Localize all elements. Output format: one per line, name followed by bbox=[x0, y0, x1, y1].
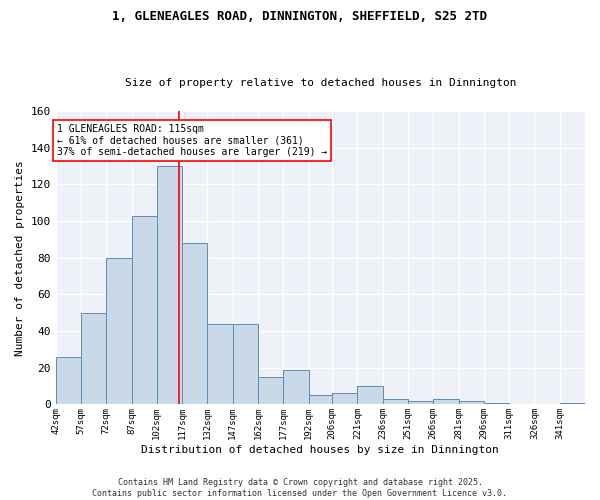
Bar bbox=[308, 395, 334, 404]
Bar bbox=[106, 258, 131, 404]
Bar bbox=[258, 377, 283, 404]
X-axis label: Distribution of detached houses by size in Dinnington: Distribution of detached houses by size … bbox=[142, 445, 499, 455]
Bar bbox=[283, 370, 308, 404]
Bar bbox=[208, 324, 233, 404]
Bar bbox=[433, 399, 458, 404]
Bar bbox=[131, 216, 157, 404]
Bar bbox=[383, 399, 408, 404]
Bar bbox=[358, 386, 383, 404]
Bar bbox=[408, 400, 433, 404]
Bar bbox=[458, 400, 484, 404]
Text: 1, GLENEAGLES ROAD, DINNINGTON, SHEFFIELD, S25 2TD: 1, GLENEAGLES ROAD, DINNINGTON, SHEFFIEL… bbox=[113, 10, 487, 23]
Bar bbox=[81, 312, 106, 404]
Bar bbox=[233, 324, 258, 404]
Title: Size of property relative to detached houses in Dinnington: Size of property relative to detached ho… bbox=[125, 78, 516, 88]
Bar bbox=[560, 402, 585, 404]
Bar bbox=[182, 243, 208, 404]
Y-axis label: Number of detached properties: Number of detached properties bbox=[15, 160, 25, 356]
Bar bbox=[56, 356, 81, 405]
Bar bbox=[332, 394, 358, 404]
Bar bbox=[484, 402, 509, 404]
Text: Contains HM Land Registry data © Crown copyright and database right 2025.
Contai: Contains HM Land Registry data © Crown c… bbox=[92, 478, 508, 498]
Bar bbox=[157, 166, 182, 404]
Text: 1 GLENEAGLES ROAD: 115sqm
← 61% of detached houses are smaller (361)
37% of semi: 1 GLENEAGLES ROAD: 115sqm ← 61% of detac… bbox=[58, 124, 328, 157]
